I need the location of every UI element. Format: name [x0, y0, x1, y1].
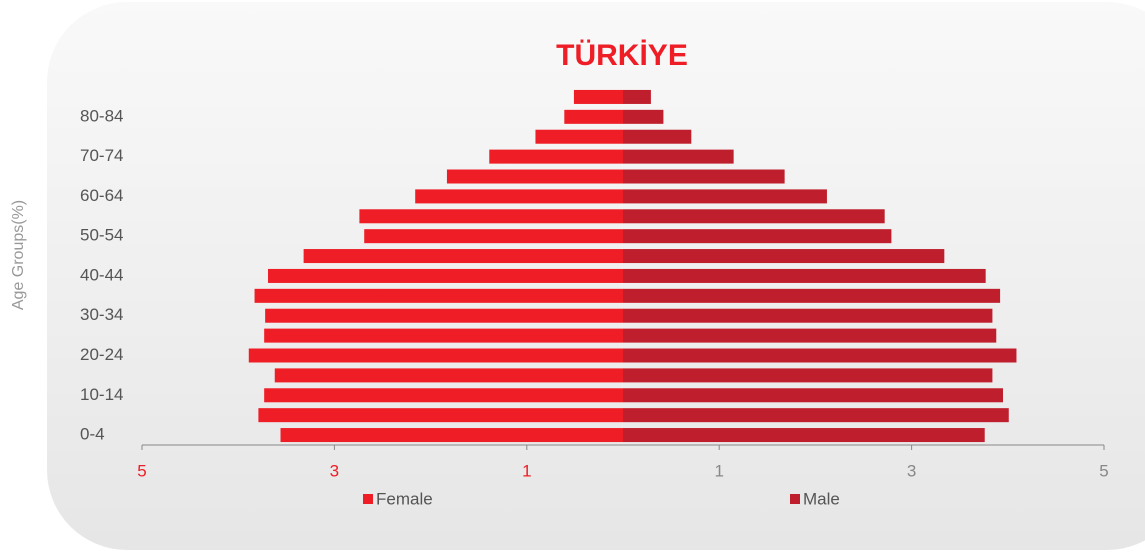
bar — [303, 249, 623, 264]
legend-swatch — [363, 494, 373, 504]
bar — [415, 189, 623, 204]
y-axis-label: Age Groups(%) — [10, 200, 27, 310]
bar — [623, 308, 993, 323]
bar — [264, 388, 623, 403]
legend-label: Male — [803, 489, 840, 508]
bar — [254, 288, 623, 303]
bar — [564, 109, 623, 124]
bar — [623, 149, 734, 164]
bar — [623, 288, 1001, 303]
bar — [623, 189, 827, 204]
bar — [446, 169, 623, 184]
bar — [248, 348, 624, 363]
bar — [258, 408, 623, 423]
y-tick-label: 50-54 — [80, 226, 123, 245]
bar — [274, 368, 623, 383]
bar — [364, 229, 623, 244]
legend-swatch — [790, 494, 800, 504]
x-tick-label: 1 — [714, 461, 723, 480]
bar — [623, 229, 892, 244]
bar — [623, 268, 986, 283]
y-tick-label: 10-14 — [80, 385, 123, 404]
bar — [623, 209, 885, 224]
bar — [280, 428, 623, 443]
y-tick-label: 40-44 — [80, 265, 123, 284]
bar — [623, 348, 1017, 363]
legend-label: Female — [376, 489, 433, 508]
y-tick-label: 30-34 — [80, 305, 123, 324]
bar — [623, 169, 785, 184]
bar — [623, 388, 1003, 403]
x-tick-label: 5 — [137, 461, 146, 480]
y-tick-label: 60-64 — [80, 186, 123, 205]
bar — [623, 249, 945, 264]
bar — [623, 368, 993, 383]
x-tick-label: 5 — [1099, 461, 1108, 480]
bar — [623, 89, 651, 104]
bar — [489, 149, 623, 164]
x-tick-label: 3 — [907, 461, 916, 480]
bar — [359, 209, 623, 224]
bar — [264, 328, 623, 343]
bar — [573, 89, 623, 104]
x-tick-label: 1 — [522, 461, 531, 480]
bar — [265, 308, 623, 323]
bar — [623, 129, 692, 144]
x-tick-label: 3 — [330, 461, 339, 480]
chart-title: TÜRKİYE — [556, 39, 688, 72]
bar — [268, 268, 623, 283]
y-tick-label: 70-74 — [80, 146, 123, 165]
bar — [623, 109, 664, 124]
bar — [623, 428, 985, 443]
y-tick-label: 0-4 — [80, 425, 105, 444]
bar — [623, 408, 1009, 423]
y-tick-label: 80-84 — [80, 106, 123, 125]
bar — [623, 328, 997, 343]
bar — [535, 129, 623, 144]
y-tick-label: 20-24 — [80, 345, 123, 364]
